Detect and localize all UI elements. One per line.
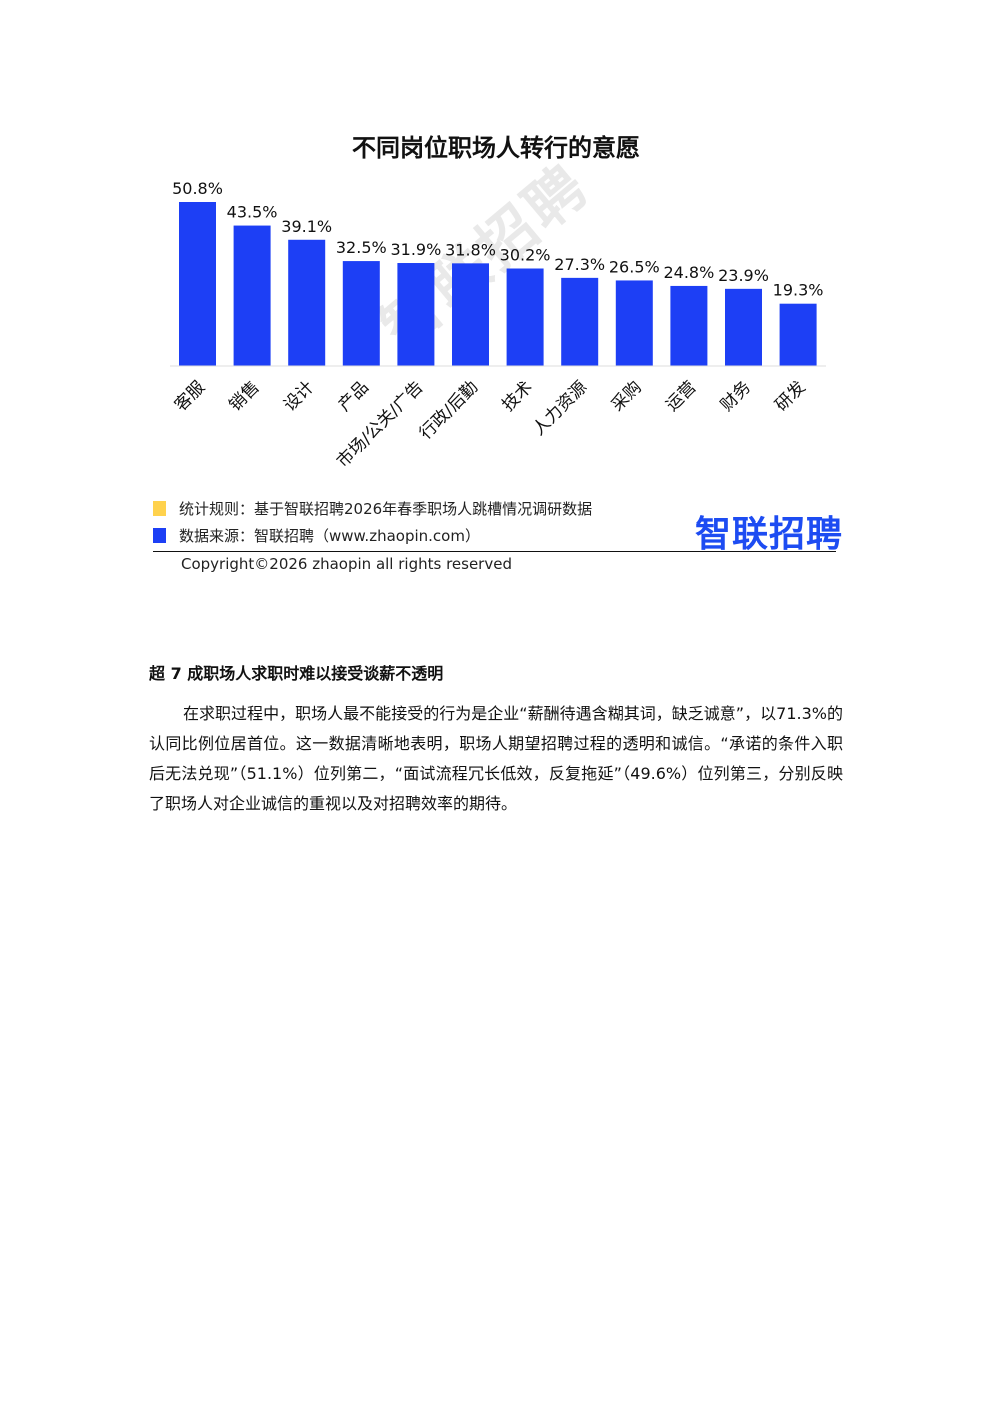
category-label-6: 技术 bbox=[498, 377, 536, 415]
section-heading: 超 7 成职场人求职时难以接受谈薪不透明 bbox=[149, 664, 444, 683]
legend-swatch-blue bbox=[153, 528, 166, 543]
category-label-3: 产品 bbox=[335, 377, 373, 415]
value-label-3: 32.5% bbox=[336, 238, 387, 257]
value-label-1: 43.5% bbox=[227, 203, 278, 222]
category-label-1: 销售 bbox=[225, 377, 263, 415]
value-label-11: 19.3% bbox=[773, 281, 824, 300]
bar-5 bbox=[452, 263, 489, 366]
value-label-9: 24.8% bbox=[663, 263, 714, 282]
category-label-7: 人力资源 bbox=[529, 377, 591, 439]
value-label-0: 50.8% bbox=[172, 179, 223, 198]
bar-1 bbox=[233, 225, 271, 366]
bar-chart: 50.8%43.5%39.1%32.5% 31.9% 31.8% 30.2% 27.3%… bbox=[170, 179, 826, 472]
body-paragraph: 在求职过程中，职场人最不能接受的行为是企业“薪酬待遇含糊其词，缺乏诚意”，以71… bbox=[149, 704, 843, 813]
category-label-0: 客服 bbox=[171, 377, 209, 415]
bar-2 bbox=[288, 239, 326, 366]
value-label-7: 27.3% bbox=[554, 255, 605, 274]
chart-title: 不同岗位职场人转行的意愿 bbox=[352, 134, 640, 162]
category-label-9: 运营 bbox=[662, 377, 700, 415]
bar-11 bbox=[779, 303, 817, 366]
bar-8 bbox=[615, 280, 653, 366]
legend-source: 数据来源：智联招聘（www.zhaopin.com） bbox=[153, 525, 480, 546]
bar-6 bbox=[506, 268, 544, 366]
value-label-5: 31.8% bbox=[445, 240, 496, 259]
value-label-2: 39.1% bbox=[281, 217, 332, 236]
bar-3 bbox=[342, 261, 380, 366]
category-label-10: 财务 bbox=[717, 377, 755, 415]
value-label-6: 30.2% bbox=[500, 246, 551, 265]
legend-rule-text: 统计规则：基于智联招聘2026年春季职场人跳槽情况调研数据 bbox=[179, 500, 593, 518]
value-label-4: 31.9% bbox=[390, 240, 441, 259]
bar-10 bbox=[725, 288, 762, 366]
value-label-8: 26.5% bbox=[609, 257, 660, 276]
bar-4 bbox=[397, 263, 435, 366]
bar-7 bbox=[561, 277, 599, 366]
legend-source-text: 数据来源：智联招聘（www.zhaopin.com） bbox=[179, 527, 480, 545]
legend-swatch-yellow bbox=[153, 501, 166, 516]
category-label-8: 采购 bbox=[608, 377, 646, 415]
zhaopin-logo: 智联招聘 bbox=[695, 514, 844, 555]
divider bbox=[153, 551, 836, 552]
value-label-10: 23.9% bbox=[718, 266, 769, 285]
bar-9 bbox=[670, 285, 708, 366]
category-label-11: 研发 bbox=[771, 377, 809, 415]
category-label-5: 行政/后勤 bbox=[416, 377, 482, 443]
legend-rule: 统计规则：基于智联招聘2026年春季职场人跳槽情况调研数据 bbox=[153, 498, 592, 519]
bar-0 bbox=[179, 202, 216, 366]
copyright: Copyright©2026 zhaopin all rights reserv… bbox=[181, 555, 512, 573]
category-label-2: 设计 bbox=[280, 377, 318, 415]
